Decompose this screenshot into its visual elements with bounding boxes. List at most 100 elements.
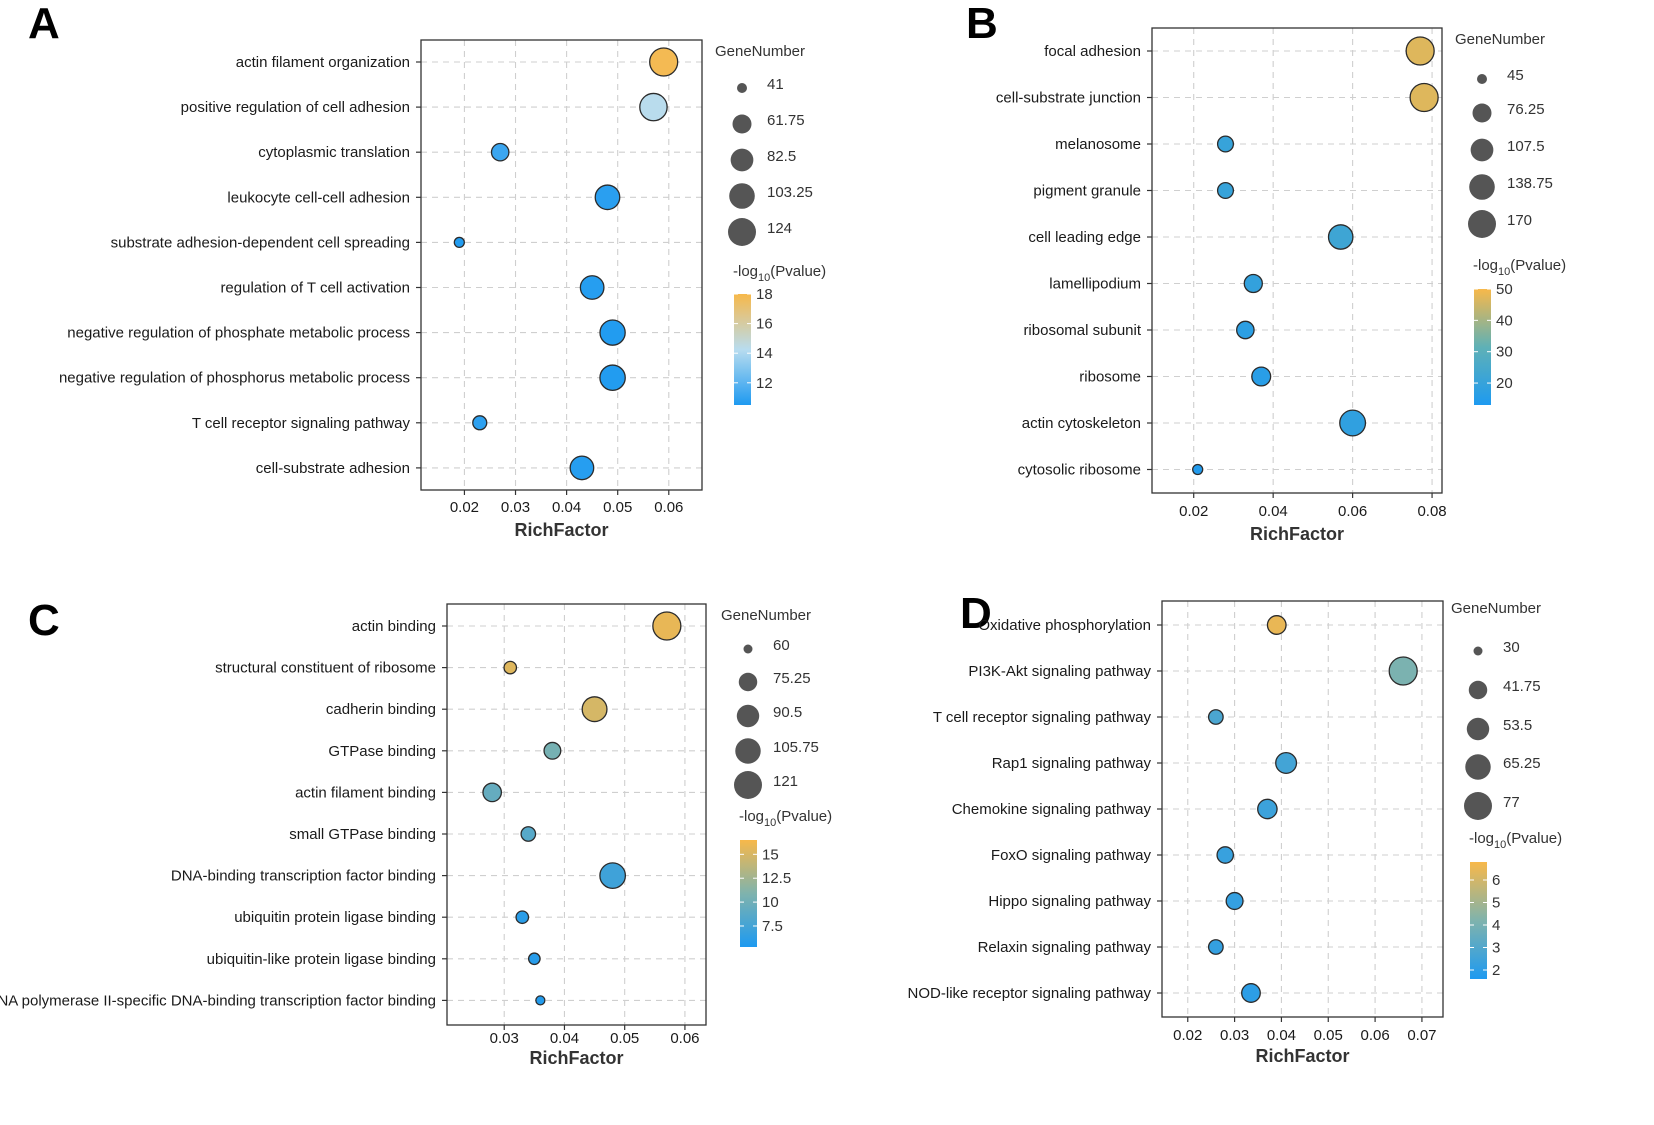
category-label: FoxO signaling pathway: [991, 847, 1152, 864]
color-legend-title: -log10(Pvalue): [739, 808, 832, 829]
x-tick-label: 0.02: [1173, 1027, 1202, 1044]
bubble-pigment-granule: [1216, 181, 1235, 200]
bubble-actin-cytoskeleton: [1339, 409, 1367, 437]
size-legend-label: 41: [767, 76, 784, 93]
plot-frame: [1151, 27, 1443, 494]
category-label: ubiquitin protein ligase binding: [234, 909, 436, 926]
size-legend-dot: [737, 83, 747, 93]
size-legend-label: 138.75: [1507, 175, 1553, 192]
size-legend-dot: [1464, 792, 1492, 820]
bubble-ubiquitin-protein-ligase-binding: [515, 910, 530, 925]
size-legend-label: 76.25: [1507, 101, 1545, 118]
category-label: pigment granule: [1033, 183, 1141, 200]
size-legend-dot: [738, 672, 758, 692]
color-bar-label: 15: [762, 846, 779, 863]
category-label: ubiquitin-like protein ligase binding: [207, 951, 436, 968]
category-label: negative regulation of phosphate metabol…: [67, 325, 410, 342]
bubble-t-cell-receptor-signaling-pathway: [1207, 709, 1224, 725]
category-label: actin binding: [352, 618, 436, 635]
category-label: GTPase binding: [328, 743, 436, 760]
bubble-cell-substrate-adhesion: [569, 455, 595, 481]
category-label: positive regulation of cell adhesion: [181, 99, 410, 116]
bubble-t-cell-receptor-signaling-pathway: [472, 415, 488, 431]
category-label: actin filament binding: [295, 784, 436, 801]
x-tick-label: 0.05: [603, 499, 632, 516]
plot-frame: [1161, 600, 1444, 1018]
x-tick-label: 0.05: [1314, 1027, 1343, 1044]
color-bar-label: 30: [1496, 344, 1513, 361]
category-label: Rap1 signaling pathway: [992, 755, 1152, 772]
bubble-lamellipodium: [1243, 273, 1263, 294]
x-tick-label: 0.04: [1259, 503, 1288, 520]
color-bar-label: 40: [1496, 312, 1513, 329]
x-tick-label: 0.03: [1220, 1027, 1249, 1044]
panel-c: 0.03 0.04 0.05 0.06 actin binding structural …: [0, 603, 832, 1068]
size-legend-label: 77: [1503, 794, 1520, 811]
x-tick-label: 0.05: [610, 1030, 639, 1047]
size-legend-dot: [1472, 103, 1492, 123]
bubble-oxidative-phosphorylation: [1266, 615, 1287, 635]
size-legend-title: GeneNumber: [1451, 600, 1541, 617]
color-bar-label: 18: [756, 286, 773, 303]
color-legend-title: -log10(Pvalue): [1473, 257, 1566, 278]
category-label: melanosome: [1055, 136, 1141, 153]
bubble-regulation-of-t-cell-activation: [579, 275, 605, 300]
size-legend-dot: [1473, 646, 1483, 656]
size-legend-label: 90.5: [773, 704, 802, 721]
category-label: Chemokine signaling pathway: [952, 801, 1152, 818]
color-bar-label: 16: [756, 316, 773, 333]
category-label: Hippo signaling pathway: [988, 893, 1151, 910]
x-axis-title: RichFactor: [1255, 1046, 1349, 1066]
bubble-melanosome: [1216, 135, 1235, 153]
category-label: cytosolic ribosome: [1018, 462, 1141, 479]
category-label: leukocyte cell-cell adhesion: [227, 189, 410, 206]
category-label: substrate adhesion-dependent cell spread…: [111, 234, 410, 251]
size-legend-label: 65.25: [1503, 755, 1541, 772]
size-legend-dot: [729, 183, 755, 209]
bubble-ribosome: [1251, 366, 1272, 387]
size-legend-dot: [1465, 754, 1491, 780]
bubble-cadherin-binding: [581, 696, 608, 723]
category-label: DNA-binding transcription factor binding: [171, 868, 436, 885]
size-legend-dot: [1470, 138, 1494, 162]
category-label: Oxidative phosphorylation: [978, 617, 1151, 634]
size-legend-label: 170: [1507, 212, 1532, 229]
plot-frame: [420, 39, 703, 491]
panel-a: 0.02 0.03 0.04 0.05 0.06 actin filament organ…: [59, 39, 826, 540]
category-label: NOD-like receptor signaling pathway: [908, 985, 1152, 1002]
color-bar-label: 12.5: [762, 870, 791, 887]
panel-letter-d: D: [960, 589, 992, 638]
bubble-ribosomal-subunit: [1236, 320, 1255, 340]
bubble-leukocyte-cell-cell-adhesion: [594, 184, 621, 211]
x-axis-title: RichFactor: [514, 520, 608, 540]
bubble-ubiquitin-like-protein-ligase-binding: [527, 952, 541, 966]
panel-b: 0.02 0.04 0.06 0.08 focal adhesion cell-subst…: [996, 27, 1566, 544]
color-bar-label: 7.5: [762, 918, 783, 935]
category-label: ribosomal subunit: [1023, 322, 1141, 339]
color-bar-label: 4: [1492, 917, 1500, 934]
category-label: cell-substrate adhesion: [256, 460, 410, 477]
size-legend-label: 107.5: [1507, 138, 1545, 155]
color-bar-label: 2: [1492, 962, 1500, 979]
x-tick-label: 0.04: [550, 1030, 579, 1047]
bubble-dna-binding-transcription-factor-binding: [599, 862, 627, 889]
bubble-actin-filament-organization: [649, 47, 679, 77]
size-legend-label: 103.25: [767, 184, 813, 201]
category-label: RNA polymerase II-specific DNA-binding t…: [0, 992, 436, 1009]
bubble-cytosolic-ribosome: [1192, 463, 1204, 476]
category-label: T cell receptor signaling pathway: [933, 709, 1152, 726]
bubble-foxo-signaling-pathway: [1216, 846, 1235, 864]
bubble-pi3k-akt-signaling-pathway: [1388, 656, 1418, 686]
size-legend-label: 75.25: [773, 670, 811, 687]
color-bar: [1474, 289, 1491, 405]
x-tick-label: 0.04: [1267, 1027, 1296, 1044]
size-legend-label: 30: [1503, 639, 1520, 656]
category-label: ribosome: [1079, 369, 1141, 386]
x-tick-label: 0.03: [490, 1030, 519, 1047]
bubble-actin-filament-binding: [482, 782, 503, 803]
panel-letter-c: C: [28, 596, 60, 645]
x-tick-label: 0.07: [1407, 1027, 1436, 1044]
x-tick-label: 0.04: [552, 499, 581, 516]
color-bar: [1470, 862, 1487, 979]
size-legend-title: GeneNumber: [1455, 31, 1545, 48]
